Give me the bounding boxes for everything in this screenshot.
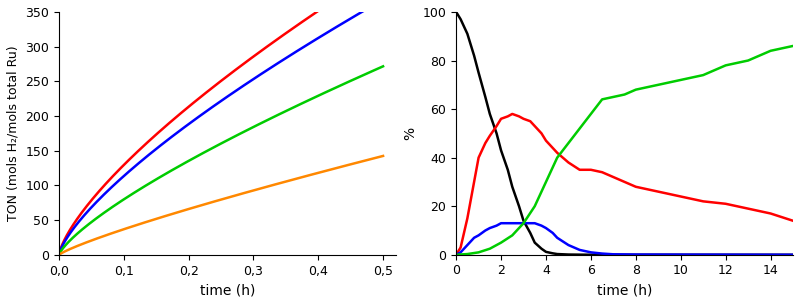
X-axis label: time (h): time (h) (200, 283, 255, 297)
X-axis label: time (h): time (h) (597, 283, 652, 297)
Y-axis label: TON (mols H₂/mols total Ru): TON (mols H₂/mols total Ru) (7, 46, 20, 221)
Y-axis label: %: % (403, 127, 417, 140)
